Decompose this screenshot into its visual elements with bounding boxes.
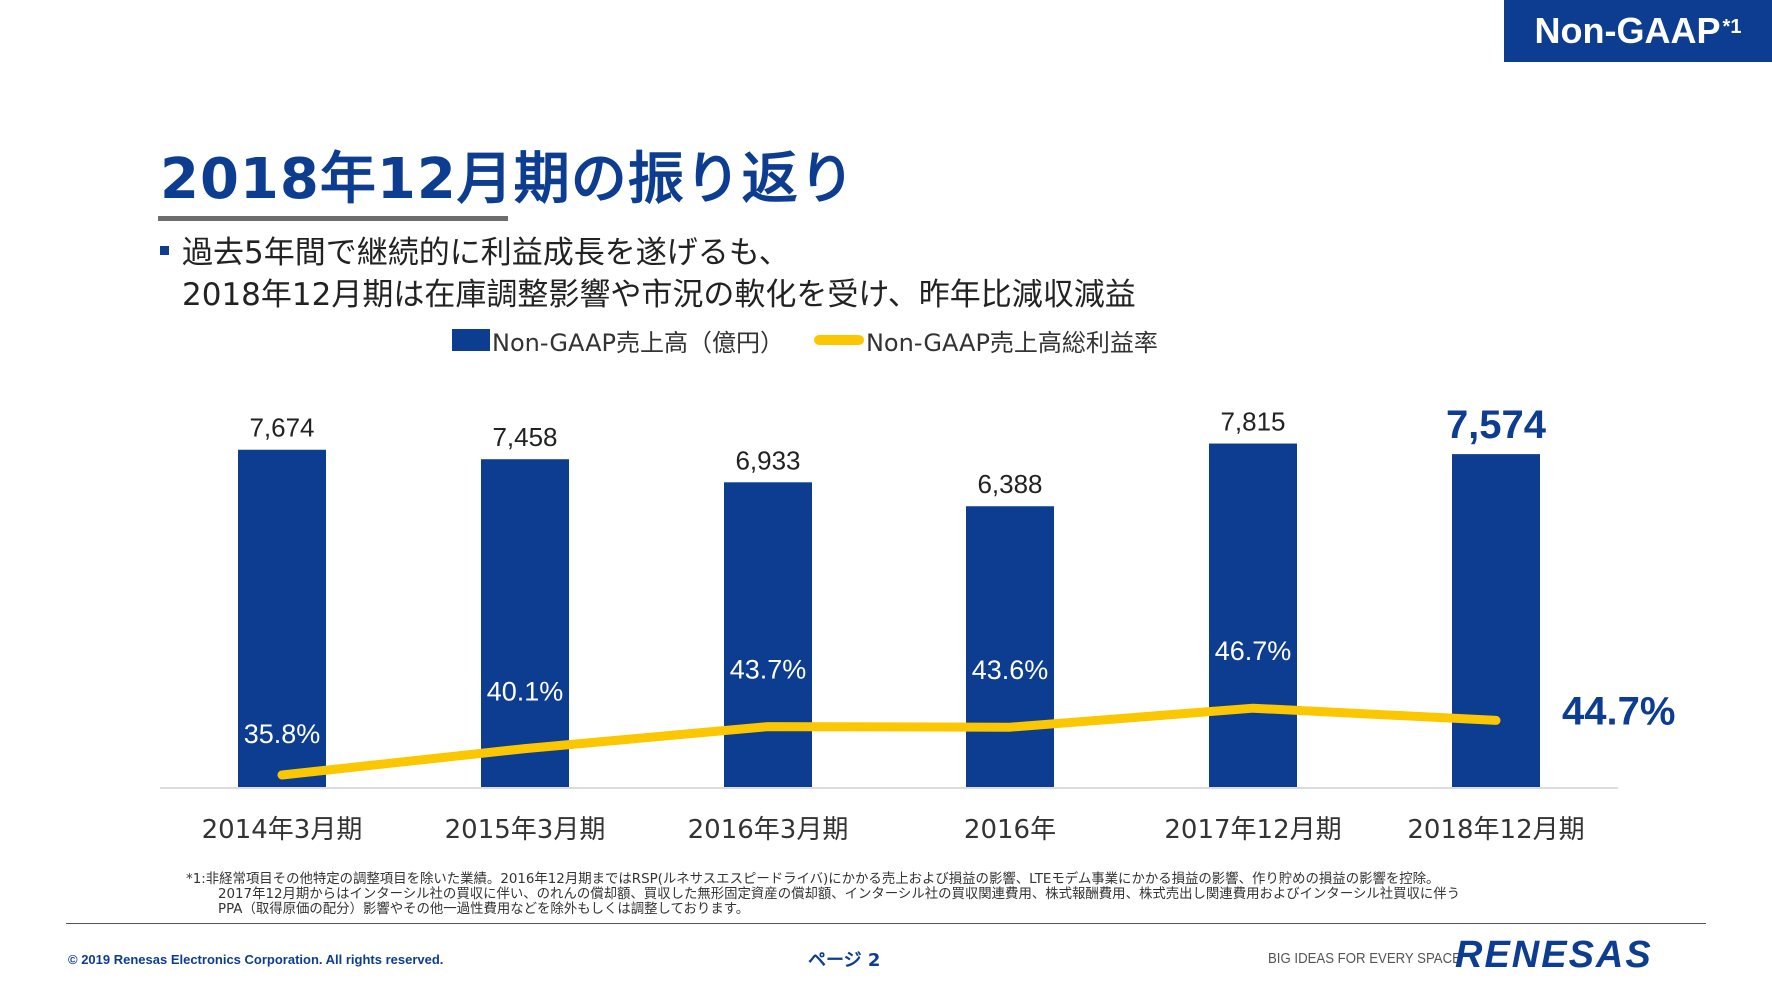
bar-value-label: 7,458 (492, 422, 557, 452)
summary-bullet: 過去5年間で継続的に利益成長を遂げるも、 2018年12月期は在庫調整影響や市況… (182, 232, 1136, 316)
margin-line-series (277, 703, 1501, 780)
bar-4 (966, 506, 1054, 787)
copyright: © 2019 Renesas Electronics Corporation. … (68, 952, 444, 967)
bar-1 (238, 449, 326, 787)
non-gaap-badge: Non-GAAP *1 (1504, 0, 1772, 62)
bar-value-label: 6,388 (977, 469, 1042, 499)
bar-value-label: 6,933 (735, 445, 800, 475)
x-tick-label: 2015年3月期 (445, 815, 606, 845)
x-tick-label: 2016年3月期 (688, 815, 849, 845)
summary-line-1: 過去5年間で継続的に利益成長を遂げるも、 (182, 235, 790, 271)
margin-value-label: 43.7% (730, 655, 807, 685)
margin-value-label: 35.8% (244, 719, 321, 749)
tagline: BIG IDEAS FOR EVERY SPACE (1268, 950, 1461, 967)
margin-value-label: 43.6% (972, 655, 1049, 685)
legend-bar-swatch (452, 329, 490, 351)
footnote-line-3: PPA（取得原価の配分）影響やその他一過性費用などを除外もしくは調整しております… (218, 902, 750, 917)
footnote-line-1: *1:非経常項目その他特定の調整項目を除いた業績。2016年12月期まではRSP… (186, 872, 1440, 887)
footnote-line-2: 2017年12月期からはインターシル社の買収に伴い、のれんの償却額、買収した無形… (218, 887, 1461, 902)
bar-value-label: 7,815 (1220, 407, 1285, 437)
badge-footnote-mark: *1 (1722, 15, 1742, 38)
title-underline (158, 216, 508, 221)
x-tick-label: 2017年12月期 (1164, 815, 1341, 845)
x-tick-label: 2014年3月期 (202, 815, 363, 845)
legend-bar-label: Non-GAAP売上高（億円） (492, 328, 784, 357)
footer-divider (66, 923, 1706, 924)
legend-line-label: Non-GAAP売上高総利益率 (865, 328, 1158, 357)
bullet-square-icon (160, 246, 169, 255)
x-tick-label: 2016年 (964, 815, 1056, 845)
margin-value-label: 46.7% (1215, 636, 1292, 666)
margin-value-label: 44.7% (1562, 689, 1675, 733)
footnote: *1:非経常項目その他特定の調整項目を除いた業績。2016年12月期まではRSP… (186, 872, 1626, 917)
bar-value-label: 7,574 (1446, 403, 1547, 447)
renesas-logo: RENESAS (1455, 934, 1653, 976)
margin-value-label: 40.1% (487, 677, 564, 707)
page-number: ページ 2 (808, 950, 881, 971)
x-tick-label: 2018年12月期 (1407, 815, 1584, 845)
chart-legend: Non-GAAP売上高（億円） Non-GAAP売上高総利益率 (452, 324, 1158, 357)
legend-line-swatch (813, 335, 864, 345)
bar-6 (1452, 454, 1540, 787)
page-title: 2018年12月期の振り返り (160, 147, 856, 212)
bar-5 (1209, 443, 1297, 787)
summary-line-2: 2018年12月期は在庫調整影響や市況の軟化を受け、昨年比減収減益 (182, 277, 1136, 313)
bar-3 (724, 482, 812, 787)
bar-value-label: 7,674 (249, 413, 314, 443)
bar-2 (481, 459, 569, 787)
badge-text: Non-GAAP (1534, 10, 1721, 51)
